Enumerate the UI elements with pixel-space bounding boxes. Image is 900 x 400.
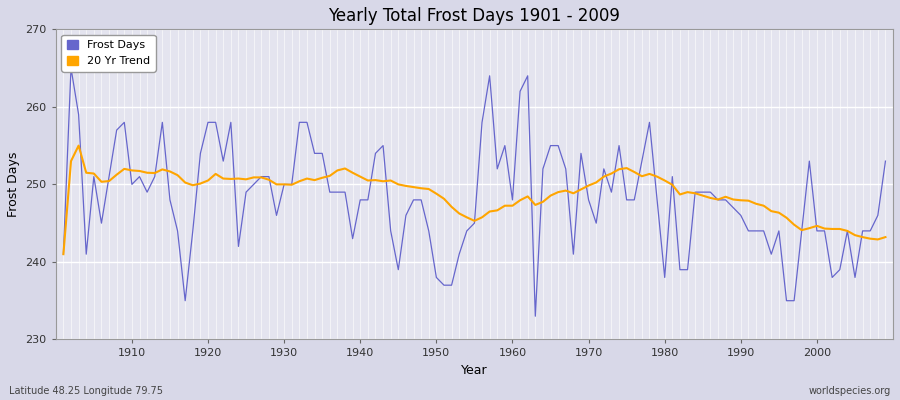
X-axis label: Year: Year <box>461 364 488 377</box>
Frost Days <box>507 198 517 202</box>
Legend: Frost Days, 20 Yr Trend: Frost Days, 20 Yr Trend <box>61 35 156 72</box>
Frost Days <box>127 182 138 187</box>
20 Yr Trend <box>73 143 84 148</box>
Frost Days <box>530 314 541 319</box>
Frost Days <box>614 143 625 148</box>
Y-axis label: Frost Days: Frost Days <box>7 152 20 217</box>
Text: Latitude 48.25 Longitude 79.75: Latitude 48.25 Longitude 79.75 <box>9 386 163 396</box>
20 Yr Trend <box>294 179 305 184</box>
20 Yr Trend <box>339 166 350 171</box>
20 Yr Trend <box>507 203 517 208</box>
Frost Days <box>58 252 68 256</box>
Frost Days <box>880 159 891 164</box>
20 Yr Trend <box>880 235 891 240</box>
20 Yr Trend <box>58 252 68 256</box>
Text: worldspecies.org: worldspecies.org <box>809 386 891 396</box>
Title: Yearly Total Frost Days 1901 - 2009: Yearly Total Frost Days 1901 - 2009 <box>328 7 620 25</box>
Line: 20 Yr Trend: 20 Yr Trend <box>63 146 886 254</box>
Frost Days <box>339 190 350 194</box>
Frost Days <box>515 89 526 94</box>
20 Yr Trend <box>515 198 526 203</box>
20 Yr Trend <box>127 168 138 173</box>
20 Yr Trend <box>606 171 616 176</box>
Frost Days <box>294 120 305 125</box>
Line: Frost Days: Frost Days <box>63 68 886 316</box>
Frost Days <box>66 66 77 70</box>
